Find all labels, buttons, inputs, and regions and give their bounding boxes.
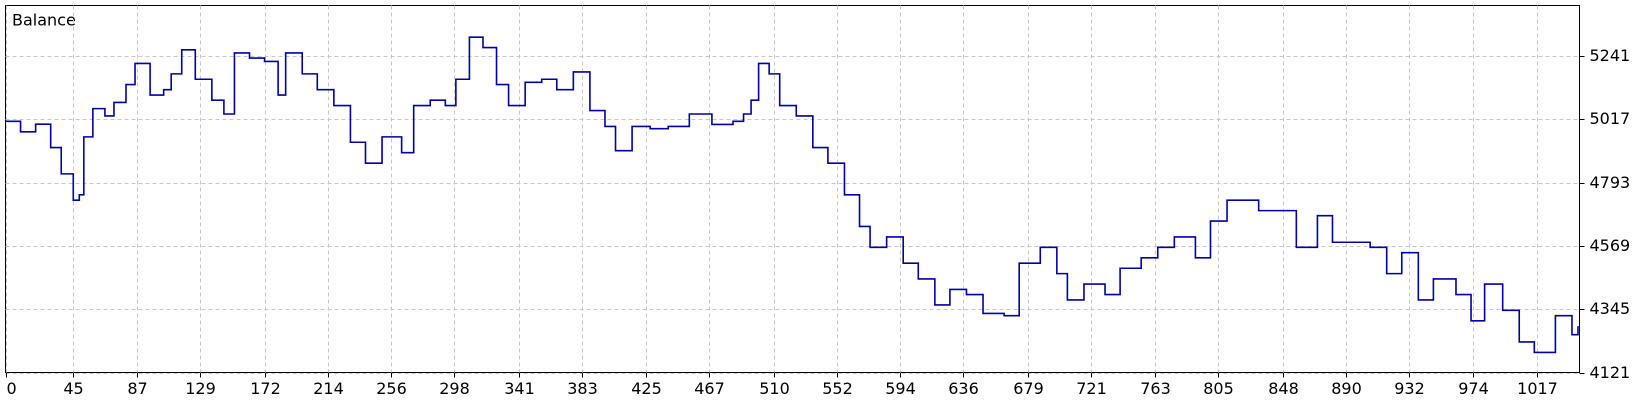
y-tick-label: 4569 — [1590, 236, 1631, 255]
y-tick-label: 5017 — [1590, 109, 1631, 128]
x-tick-label: 214 — [313, 379, 344, 398]
x-tick-label: 1017 — [1517, 379, 1558, 398]
y-tick-label: 4121 — [1590, 363, 1631, 382]
x-tick-label: 763 — [1140, 379, 1171, 398]
x-tick-label: 510 — [759, 379, 790, 398]
x-tick-label: 636 — [948, 379, 979, 398]
x-tick-label: 594 — [885, 379, 916, 398]
x-tick-label: 256 — [376, 379, 407, 398]
plot-frame — [5, 5, 1580, 373]
balance-line — [5, 36, 1579, 354]
x-tick-label: 341 — [504, 379, 535, 398]
x-tick-label: 890 — [1331, 379, 1362, 398]
x-tick-label: 932 — [1394, 379, 1425, 398]
y-tick-label: 4793 — [1590, 173, 1631, 192]
x-tick-label: 425 — [631, 379, 662, 398]
x-tick-label: 87 — [127, 379, 147, 398]
x-tick-label: 172 — [250, 379, 281, 398]
legend-label: Balance — [12, 11, 76, 30]
x-tick-label: 679 — [1013, 379, 1044, 398]
x-tick-label: 467 — [694, 379, 725, 398]
x-tick-label: 721 — [1076, 379, 1107, 398]
y-tick-label: 5241 — [1590, 46, 1631, 65]
x-tick-label: 848 — [1268, 379, 1299, 398]
y-tick-label: 4345 — [1590, 299, 1631, 318]
x-tick-label: 45 — [63, 379, 83, 398]
x-tick-label: 805 — [1203, 379, 1234, 398]
x-tick-label: 129 — [185, 379, 216, 398]
x-tick-label: 383 — [567, 379, 598, 398]
x-tick-label: 552 — [822, 379, 853, 398]
x-tick-label: 974 — [1458, 379, 1489, 398]
x-tick-label: 298 — [439, 379, 470, 398]
x-tick-label: 0 — [7, 379, 17, 398]
